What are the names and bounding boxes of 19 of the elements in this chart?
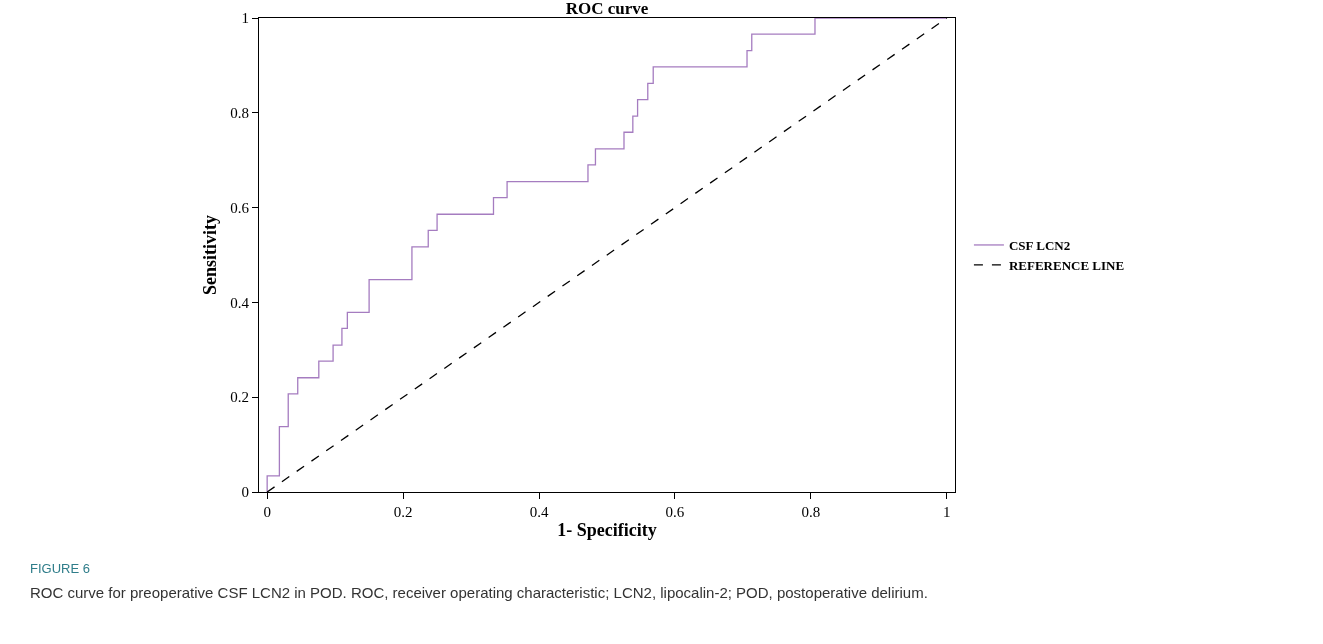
y-tick-label: 1 [241,10,249,27]
x-axis-title: 1- Specificity [557,520,657,541]
legend-label: REFERENCE LINE [1008,257,1125,273]
text: ROC curve for preoperative CSF LCN2 in POD. ROC, receiver operating characteristic; LCN2, lipocalin-2; POD, postoperative delirium. [30,584,928,601]
y-tick-label: 0.6 [230,199,250,216]
y-tick-label: 0 [241,484,249,501]
y-tick-label: 0.2 [230,389,249,406]
legend-label: CSF LCN2 [1008,238,1071,254]
x-tick-label: 0.2 [393,504,413,521]
x-tick-label: 0 [263,504,271,521]
y-axis-title: Sensitivity [200,214,221,296]
x-tick-label: 0.8 [801,504,821,521]
y-tick-label: 0.4 [230,294,250,311]
y-tick-label: 0.8 [230,105,249,122]
x-tick-label: 0.4 [529,504,549,521]
x-tick-label: 1 [943,504,951,521]
chart-title: ROC curve [565,0,649,18]
caption: FIGURE 6 [30,561,90,576]
x-tick-label: 0.6 [665,504,685,521]
